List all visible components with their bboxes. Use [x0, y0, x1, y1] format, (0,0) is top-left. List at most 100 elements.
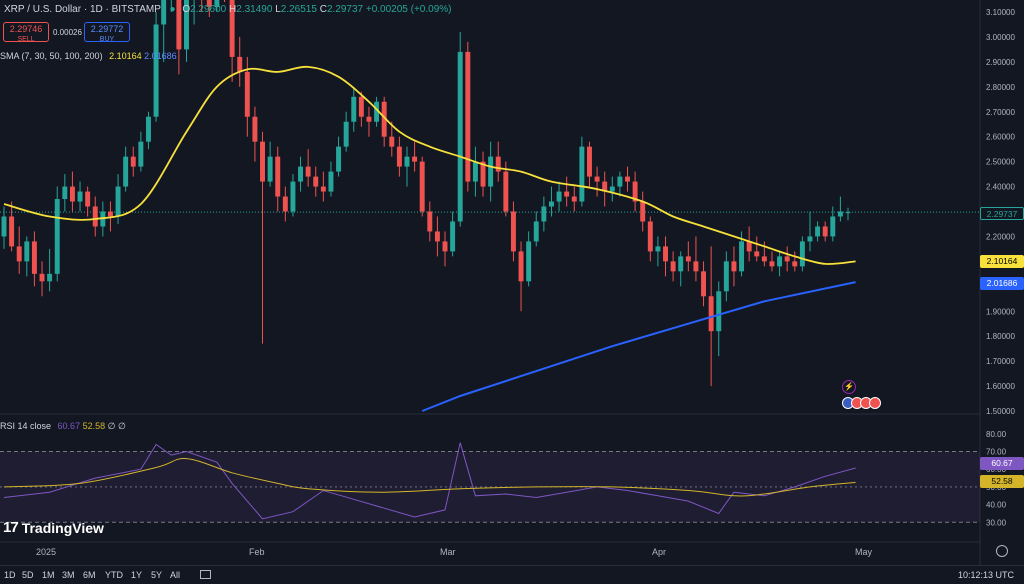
spread-value: 0.00026 — [53, 28, 82, 37]
candle — [723, 261, 729, 292]
tradingview-logo-icon: 17 — [3, 519, 19, 536]
gear-icon[interactable] — [996, 545, 1008, 557]
candle — [617, 176, 623, 187]
candle — [419, 161, 425, 212]
candle — [845, 212, 851, 214]
candle — [92, 206, 98, 227]
candle — [77, 191, 83, 202]
candle — [9, 216, 15, 247]
timeframe-5y[interactable]: 5Y — [151, 570, 163, 580]
candle — [214, 0, 220, 8]
candle — [579, 146, 585, 202]
tradingview-logo[interactable]: 17 TradingView — [3, 519, 104, 536]
rsi-tag: 60.67 — [980, 457, 1024, 470]
ohlc-close-label: C — [319, 4, 327, 15]
candle — [244, 71, 250, 117]
candle — [488, 156, 494, 187]
candle — [777, 256, 783, 267]
candle — [305, 166, 311, 177]
candle — [693, 261, 699, 272]
calendar-icon[interactable] — [200, 570, 211, 579]
buy-button[interactable]: 2.29772 BUY — [84, 22, 130, 43]
candle — [822, 226, 828, 237]
candle — [495, 156, 501, 172]
sma-legend-value-2: 2.01686 — [144, 51, 177, 61]
candle — [830, 216, 836, 237]
timeframe-6m[interactable]: 6M — [83, 570, 96, 580]
candle — [594, 176, 600, 182]
candle — [708, 296, 714, 332]
flag-markers[interactable] — [842, 397, 881, 409]
sma-blue-line — [421, 281, 856, 412]
candle — [655, 246, 661, 252]
candle — [252, 116, 258, 142]
candle — [107, 211, 113, 217]
candle — [267, 156, 273, 182]
timeframe-ytd[interactable]: YTD — [105, 570, 123, 580]
price-axis-label: 2.70000 — [986, 108, 1015, 117]
candle — [799, 241, 805, 267]
candle — [290, 181, 296, 212]
sma-yellow-tag: 2.10164 — [980, 255, 1024, 268]
timeframe-5d[interactable]: 5D — [22, 570, 34, 580]
candle — [130, 156, 136, 167]
timeframe-3m[interactable]: 3M — [62, 570, 75, 580]
rsi-legend-value-2: 52.58 — [82, 421, 106, 431]
sell-button[interactable]: 2.29746 SELL — [3, 22, 49, 43]
candle — [404, 156, 410, 167]
candle — [54, 199, 60, 274]
price-axis-label: 1.60000 — [986, 382, 1015, 391]
price-axis-label: 2.60000 — [986, 133, 1015, 142]
time-axis-label: Feb — [249, 547, 265, 557]
symbol-legend[interactable]: XRP / U.S. Dollar · 1D · BITSTAMP ● O2.2… — [4, 4, 452, 15]
candle — [792, 261, 798, 267]
candle — [336, 146, 342, 172]
candle — [1, 216, 7, 237]
rsi-legend-value-1: 60.67 — [57, 421, 81, 431]
timeframe-all[interactable]: All — [170, 570, 181, 580]
lightning-icon[interactable]: ⚡ — [842, 380, 856, 394]
sma-legend-label: SMA (7, 30, 50, 100, 200) — [0, 51, 103, 61]
timeframe-1d[interactable]: 1D — [4, 570, 16, 580]
price-axis-label: 3.00000 — [986, 33, 1015, 42]
sma-legend[interactable]: SMA (7, 30, 50, 100, 200) 2.10164 2.0168… — [0, 51, 177, 61]
candle — [396, 146, 402, 167]
price-axis-label: 1.70000 — [986, 357, 1015, 366]
candle — [815, 226, 821, 237]
timeframe-1y[interactable]: 1Y — [131, 570, 143, 580]
rsi-axis-label: 30.00 — [986, 518, 1007, 527]
candle — [320, 186, 326, 192]
candle — [328, 171, 334, 192]
buy-price: 2.29772 — [90, 24, 124, 34]
candle — [381, 101, 387, 137]
time-axis-label: 2025 — [36, 547, 57, 557]
candle — [434, 231, 440, 242]
candle — [754, 251, 760, 257]
candle — [625, 176, 630, 182]
candle — [184, 0, 189, 50]
price-axis-label: 1.90000 — [986, 307, 1015, 316]
candle — [807, 236, 813, 242]
candle — [282, 196, 288, 212]
status-dot: ● — [169, 4, 176, 15]
candle — [62, 186, 68, 200]
last-price-tag: 2.29737 — [980, 207, 1024, 220]
candle — [784, 256, 790, 262]
price-axis-label: 1.50000 — [986, 407, 1015, 416]
rsi-legend[interactable]: RSI 14 close 60.67 52.58 ∅ ∅ — [0, 421, 126, 432]
candle — [47, 273, 53, 282]
buy-label: BUY — [99, 36, 115, 43]
candle — [761, 256, 767, 262]
sell-price: 2.29746 — [9, 24, 43, 34]
time-axis-label: May — [855, 547, 873, 557]
candle — [632, 181, 638, 202]
ohlc-open: 2.29600 — [190, 4, 227, 15]
candle — [587, 146, 592, 177]
candle — [366, 116, 372, 122]
rsi-legend-value-4: ∅ — [118, 421, 126, 431]
timeframe-1m[interactable]: 1M — [42, 570, 55, 580]
candle — [31, 241, 37, 274]
candle — [678, 256, 684, 272]
candle — [351, 96, 357, 122]
